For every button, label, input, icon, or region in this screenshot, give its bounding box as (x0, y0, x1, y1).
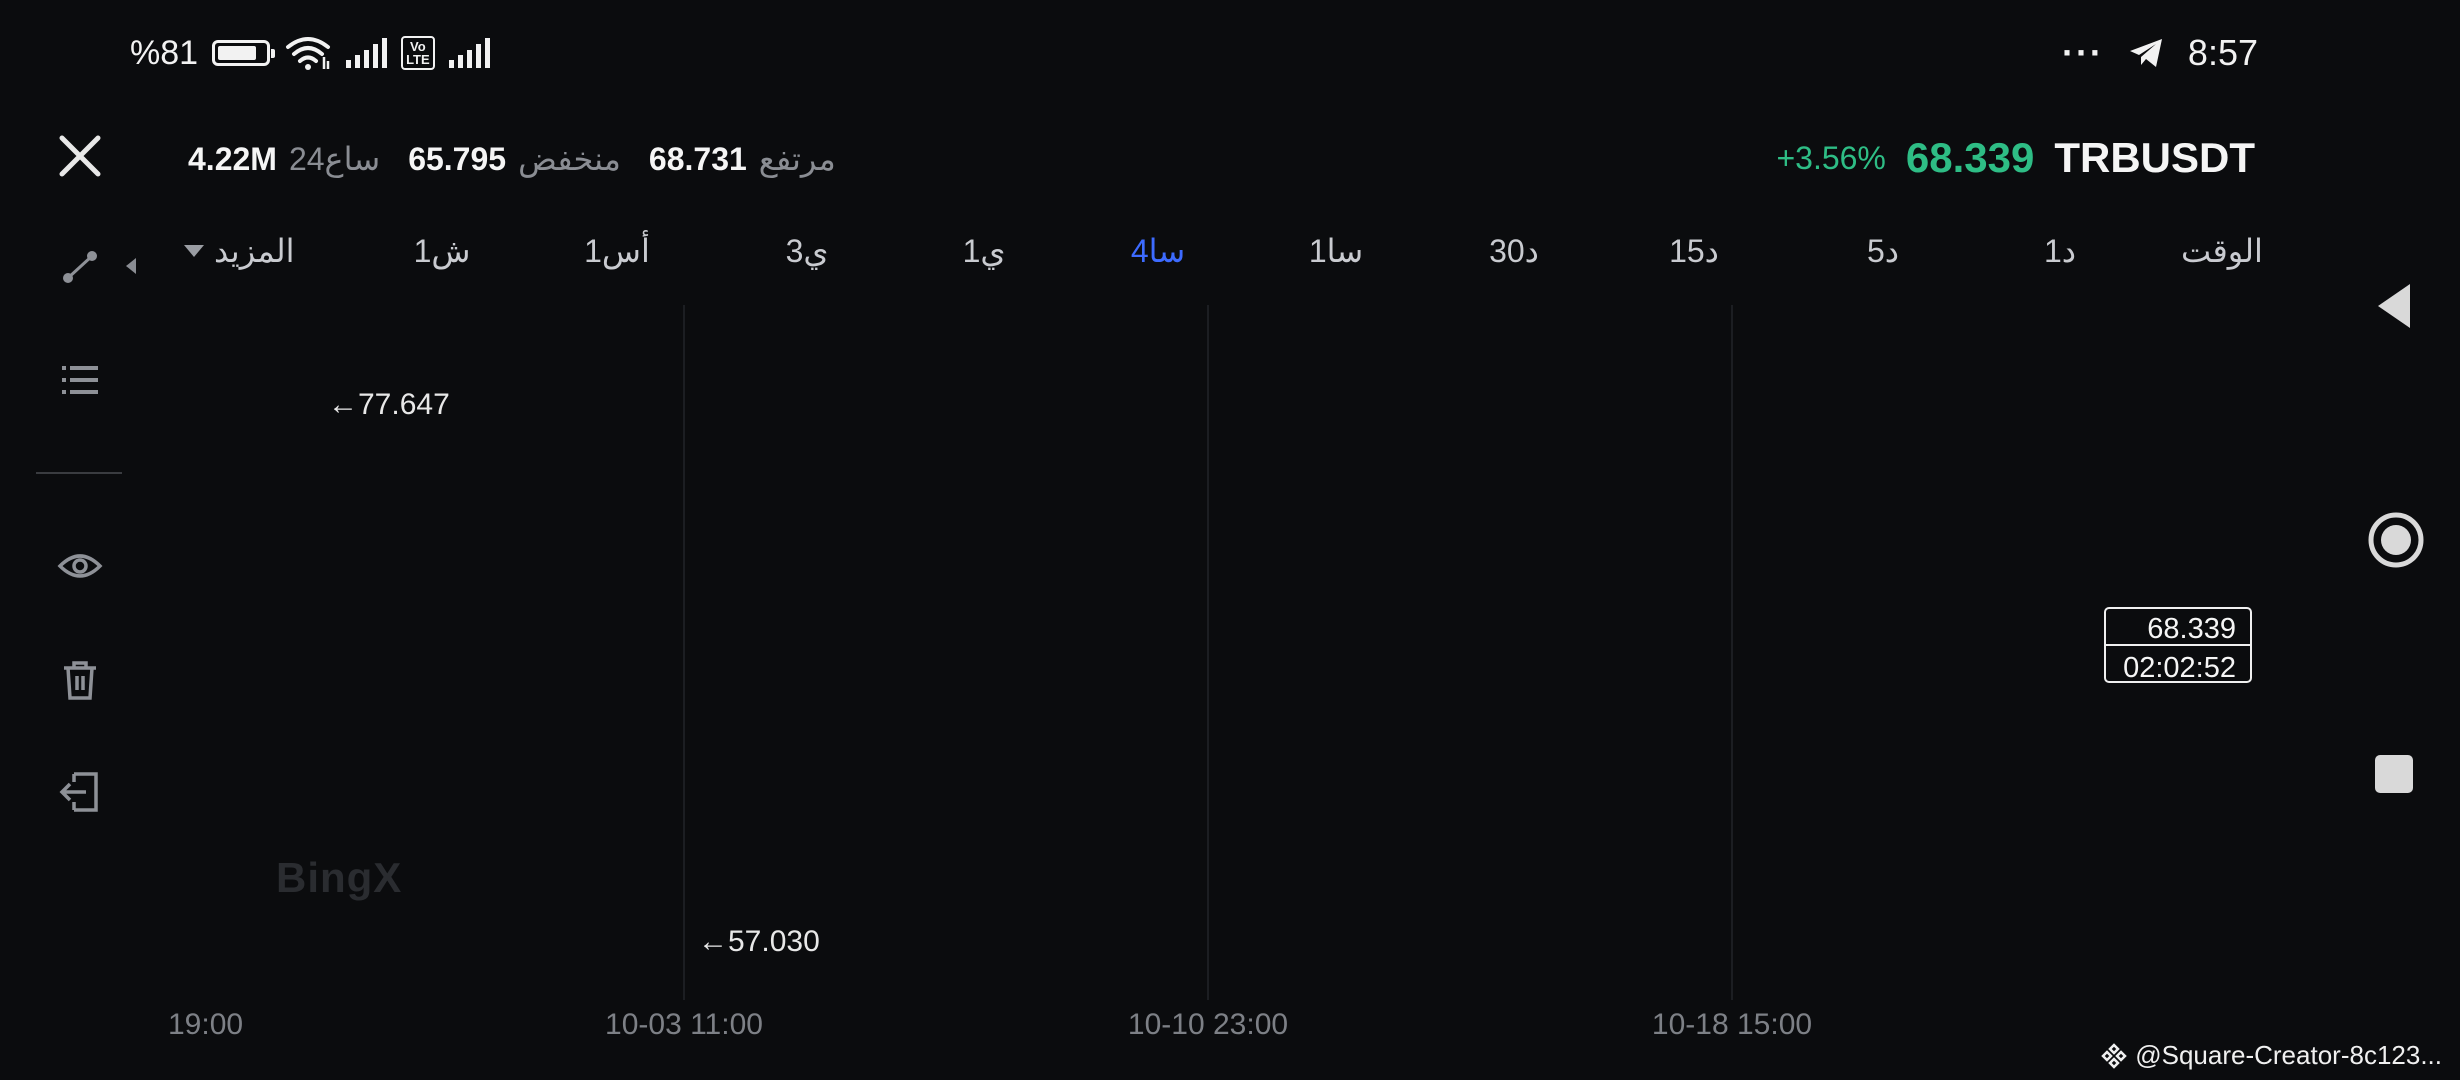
list-icon[interactable] (56, 356, 104, 404)
collapse-toolbar-icon[interactable] (126, 258, 136, 274)
signal-1-icon (346, 38, 388, 68)
x-axis-labels: 19:00 10-03 11:00 10-10 23:00 10-18 15:00 (168, 1008, 1812, 1041)
telegram-icon (2129, 39, 2162, 67)
tf-30m[interactable]: 30د (1489, 233, 1539, 269)
tf-4h[interactable]: 4سا (1130, 233, 1186, 269)
market-stats: 4.22M ساع24 65.795 منخفض 68.731 مرتفع (188, 134, 864, 184)
x-tick-label: 10-10 23:00 (1128, 1008, 1288, 1041)
low-marker: ←57.030 (698, 925, 820, 958)
x-tick-label: 10-03 11:00 (605, 1008, 763, 1041)
volte-icon: Vo LTE (401, 36, 435, 70)
binance-logo-icon (2101, 1042, 2128, 1069)
stat-low: 65.795 منخفض (408, 140, 621, 178)
ticker[interactable]: +3.56% 68.339 TRBUSDT (1776, 130, 2255, 186)
more-label: المزيد (214, 233, 295, 269)
symbol-title[interactable]: TRBUSDT (2054, 134, 2255, 181)
tf-1d[interactable]: 1ي (962, 233, 1006, 269)
tf-3d[interactable]: 3ي (785, 233, 829, 269)
high-value: 68.731 (648, 140, 747, 177)
tf-1w[interactable]: 1ش (413, 233, 471, 269)
nav-recent-icon[interactable] (2374, 754, 2414, 794)
volume-value: 4.22M (188, 140, 277, 177)
x-tick-label: 19:00 (168, 1008, 243, 1041)
candlestick-chart[interactable]: 79.91474.88469.85364.82359.792 19:0010-0… (0, 290, 2300, 1050)
tf-1m[interactable]: 1د (2043, 233, 2077, 269)
caret-down-icon (184, 245, 204, 257)
wifi-icon (286, 37, 331, 70)
status-bar-right: ··· 8:57 (2062, 28, 2258, 78)
countdown: 02:02:52 (2123, 652, 2236, 684)
credit-text: @Square-Creator-8c123... (2135, 1040, 2442, 1070)
credit-watermark: @Square-Creator-8c123... (2101, 1040, 2442, 1071)
battery-icon (212, 40, 276, 66)
tf-5m[interactable]: 5د (1866, 233, 1900, 269)
volume-label: ساع24 (288, 141, 381, 177)
trash-icon[interactable] (56, 656, 104, 704)
battery-percent: %81 (130, 33, 199, 72)
tf-time[interactable]: الوقت (2181, 233, 2263, 269)
price-markers: ←77.647 ←57.030 68.339 02:02:52 (328, 388, 2252, 958)
timeframe-bar: المزيد 1ش 1أس 3ي 1ي 4سا 1سا 30د 15د 5د 1… (180, 232, 2263, 278)
price-change: +3.56% (1776, 139, 1886, 176)
eye-icon[interactable] (56, 542, 104, 590)
more-timeframes-button[interactable]: المزيد (184, 232, 295, 270)
watermark: BingX (276, 854, 403, 901)
price-tag: 68.339 (2147, 613, 2236, 645)
tf-1h[interactable]: 1سا (1308, 233, 1364, 269)
toolbar-divider (36, 472, 122, 474)
exit-icon[interactable] (56, 768, 104, 816)
drawing-tool-icon[interactable] (56, 242, 104, 290)
x-tick-label: 10-18 15:00 (1652, 1008, 1812, 1041)
stat-volume: 4.22M ساع24 (188, 140, 380, 178)
more-dots-icon: ··· (2061, 32, 2104, 73)
close-icon[interactable] (54, 130, 106, 182)
nav-home-icon[interactable] (2366, 510, 2426, 570)
stat-high: 68.731 مرتفع (649, 140, 836, 178)
high-marker: ←77.647 (328, 388, 450, 421)
tf-1M[interactable]: 1أس (584, 233, 650, 269)
clock: 8:57 (2187, 32, 2258, 73)
low-value: 65.795 (408, 140, 507, 177)
tf-15m[interactable]: 15د (1669, 233, 1719, 269)
signal-2-icon (448, 38, 490, 68)
high-label: مرتفع (758, 141, 836, 177)
chart-grid (683, 305, 1733, 1000)
low-label: منخفض (518, 141, 621, 177)
last-price: 68.339 (1905, 134, 2035, 181)
nav-back-icon[interactable] (2374, 282, 2414, 330)
status-bar-left: %81 Vo LTE (130, 28, 490, 78)
